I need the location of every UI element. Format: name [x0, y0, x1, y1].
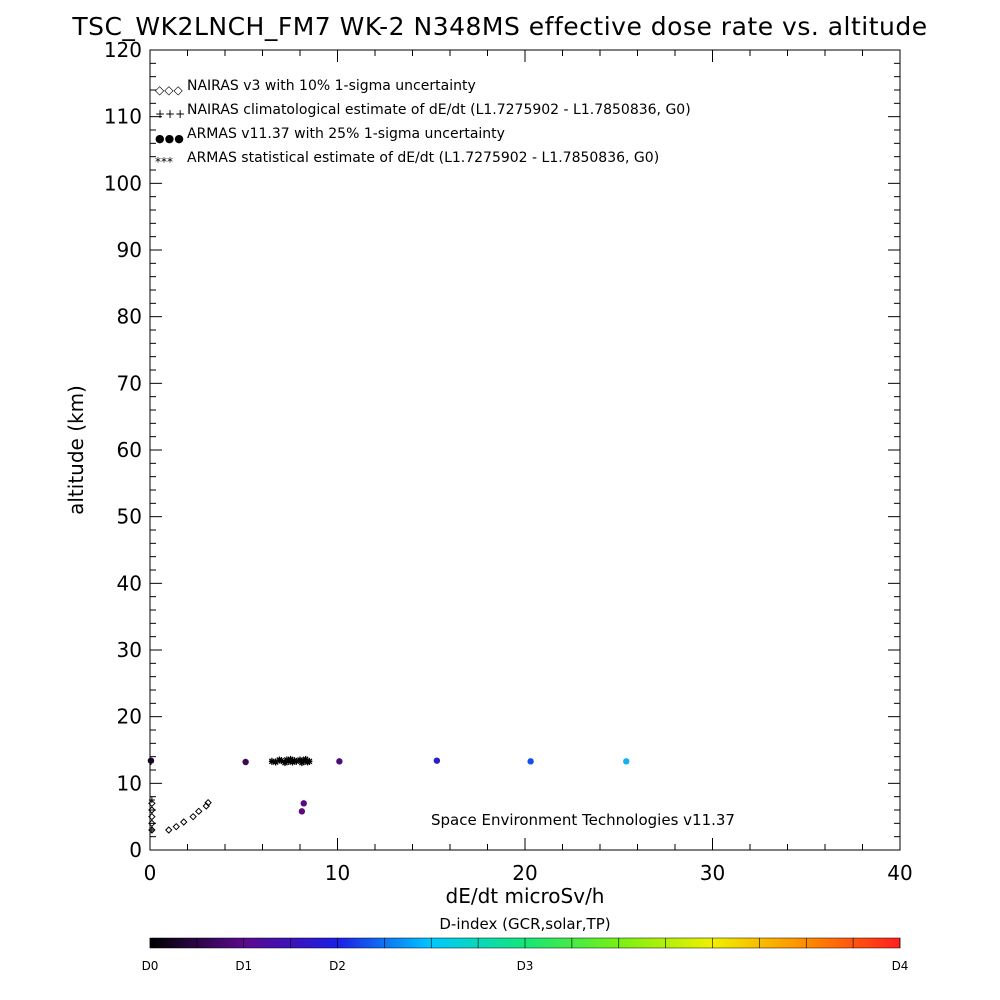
- colorbar-label: D1: [235, 959, 252, 973]
- y-axis-label: altitude (km): [64, 385, 88, 515]
- armas-star-point: [268, 757, 275, 765]
- x-tick-label: 10: [325, 861, 350, 885]
- armas-star-point: [293, 757, 300, 765]
- x-tick-label: 0: [144, 861, 157, 885]
- y-tick-label: 30: [117, 638, 142, 662]
- colorbar-label: D4: [892, 959, 909, 973]
- armas-star-point: [291, 757, 298, 765]
- nairas-plus-point: [148, 827, 155, 833]
- source-annotation: Space Environment Technologies v11.37: [431, 811, 735, 829]
- legend-symbol: +++: [155, 107, 185, 121]
- legend-entry: ARMAS v11.37 with 25% 1-sigma uncertaint…: [187, 126, 505, 142]
- x-tick-label: 20: [512, 861, 537, 885]
- y-tick-label: 60: [117, 438, 142, 462]
- armas-point: [147, 757, 155, 764]
- colorbar-label: D3: [517, 959, 534, 973]
- armas-point: [336, 758, 343, 765]
- armas-star-point: [272, 758, 279, 766]
- legend-entry: NAIRAS climatological estimate of dE/dt …: [187, 102, 691, 118]
- armas-point: [623, 758, 630, 765]
- armas-point: [300, 800, 307, 807]
- legend-symbol: ●●●: [155, 132, 184, 145]
- nairas-plus-point: [148, 797, 155, 803]
- y-tick-label: 100: [104, 171, 142, 195]
- x-axis-label: dE/dt microSv/h: [446, 884, 605, 908]
- chart-title: TSC_WK2LNCH_FM7 WK-2 N348MS effective do…: [72, 12, 928, 41]
- armas-point: [242, 758, 249, 766]
- y-tick-label: 20: [117, 705, 142, 729]
- nairas-diamond-point: [165, 826, 173, 834]
- colorbar-label: D0: [142, 959, 159, 973]
- plot-frame: [149, 49, 901, 851]
- nairas-diamond-point: [148, 799, 156, 808]
- x-tick-label: 30: [700, 861, 725, 885]
- y-tick-label: 120: [104, 38, 142, 62]
- x-tick-label: 40: [887, 861, 912, 885]
- nairas-diamond-point: [148, 819, 156, 828]
- armas-point: [433, 757, 441, 764]
- nairas-diamond-point: [204, 798, 212, 807]
- armas-star-point: [304, 758, 311, 766]
- y-tick-label: 0: [129, 838, 142, 862]
- legend-entry: ARMAS statistical estimate of dE/dt (L1.…: [187, 150, 659, 166]
- y-tick-label: 110: [104, 105, 142, 129]
- armas-star-point: [306, 757, 313, 765]
- y-tick-label: 70: [117, 371, 142, 395]
- armas-star-point: [278, 757, 285, 765]
- nairas-diamond-point: [148, 806, 156, 814]
- y-tick-label: 10: [117, 771, 142, 795]
- nairas-diamond-point: [195, 807, 203, 816]
- nairas-diamond-point: [189, 812, 197, 821]
- nairas-diamond-point: [172, 822, 180, 831]
- y-tick-label: 50: [117, 505, 142, 529]
- legend-entry: NAIRAS v3 with 10% 1-sigma uncertainty: [187, 78, 476, 94]
- legend-symbol: ◇◇◇: [155, 83, 183, 97]
- armas-point: [298, 808, 306, 815]
- y-tick-label: 80: [117, 305, 142, 329]
- y-tick-label: 40: [117, 571, 142, 595]
- armas-point: [527, 758, 534, 765]
- legend-symbol: ***: [155, 155, 173, 169]
- y-tick-label: 90: [117, 238, 142, 262]
- colorbar-title: D-index (GCR,solar,TP): [439, 915, 611, 933]
- nairas-diamond-point: [180, 818, 188, 826]
- armas-star-point: [276, 756, 283, 764]
- nairas-diamond-point: [148, 812, 156, 821]
- colorbar-label: D2: [329, 959, 346, 973]
